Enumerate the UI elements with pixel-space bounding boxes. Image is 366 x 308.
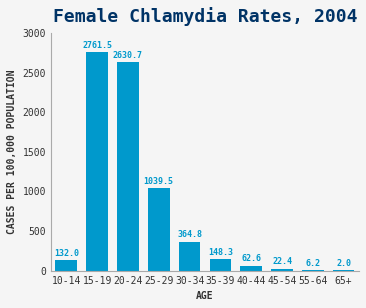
Bar <box>179 242 200 271</box>
Text: 62.6: 62.6 <box>241 254 261 263</box>
Bar <box>210 259 231 271</box>
Y-axis label: CASES PER 100,000 POPULATION: CASES PER 100,000 POPULATION <box>7 70 17 234</box>
Text: 2.0: 2.0 <box>336 259 351 268</box>
Text: 148.3: 148.3 <box>208 248 233 257</box>
Bar <box>240 266 262 271</box>
Text: 2630.7: 2630.7 <box>113 51 143 60</box>
Bar <box>271 269 293 271</box>
X-axis label: AGE: AGE <box>196 291 214 301</box>
Bar <box>86 52 108 271</box>
Text: 6.2: 6.2 <box>305 259 320 268</box>
Bar <box>117 62 139 271</box>
Text: 22.4: 22.4 <box>272 257 292 266</box>
Text: 132.0: 132.0 <box>54 249 79 258</box>
Bar <box>148 188 169 271</box>
Text: 1039.5: 1039.5 <box>144 177 174 186</box>
Text: 364.8: 364.8 <box>177 230 202 239</box>
Text: 2761.5: 2761.5 <box>82 41 112 50</box>
Bar <box>56 260 77 271</box>
Title: Female Chlamydia Rates, 2004: Female Chlamydia Rates, 2004 <box>53 7 357 26</box>
Bar <box>302 270 324 271</box>
